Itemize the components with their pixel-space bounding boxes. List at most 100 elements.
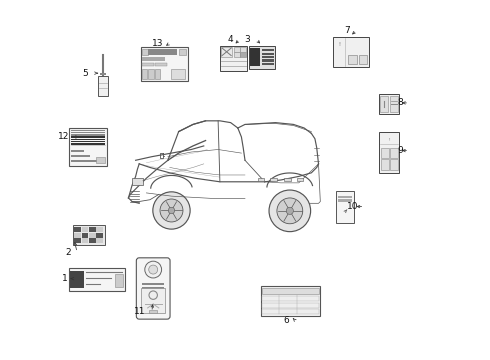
Bar: [73, 225, 105, 244]
Bar: [262, 309, 319, 314]
Bar: [285, 178, 291, 181]
Bar: [359, 55, 367, 64]
Bar: [71, 271, 84, 288]
Text: 6: 6: [283, 316, 289, 325]
Bar: [141, 47, 188, 81]
Bar: [262, 63, 274, 65]
Bar: [71, 155, 90, 157]
Bar: [96, 227, 103, 232]
Bar: [234, 52, 240, 57]
Bar: [74, 238, 81, 243]
Bar: [96, 238, 103, 243]
Text: 2: 2: [65, 248, 71, 257]
Circle shape: [168, 207, 175, 214]
Bar: [221, 47, 232, 57]
Bar: [98, 76, 108, 96]
Circle shape: [339, 206, 351, 218]
Bar: [381, 159, 389, 170]
Bar: [250, 48, 260, 67]
Bar: [142, 288, 165, 313]
Bar: [142, 69, 147, 79]
Bar: [71, 130, 105, 131]
Text: 11: 11: [134, 307, 146, 316]
Text: 7: 7: [344, 26, 350, 35]
Bar: [297, 178, 303, 181]
Text: !: !: [338, 42, 341, 47]
Bar: [391, 159, 398, 170]
Circle shape: [153, 192, 190, 229]
Bar: [96, 233, 103, 238]
Bar: [115, 274, 122, 287]
Bar: [248, 45, 275, 69]
Polygon shape: [335, 40, 344, 46]
Bar: [379, 132, 399, 173]
Bar: [148, 69, 153, 79]
Bar: [391, 148, 398, 158]
Bar: [261, 286, 320, 316]
Bar: [71, 136, 105, 138]
Text: 13: 13: [152, 39, 164, 48]
Bar: [142, 283, 164, 285]
Text: 12: 12: [58, 132, 70, 141]
Bar: [338, 199, 352, 202]
Circle shape: [145, 261, 162, 278]
Bar: [82, 233, 88, 238]
Bar: [155, 63, 167, 66]
Bar: [379, 94, 399, 114]
Circle shape: [277, 198, 303, 224]
Circle shape: [149, 265, 158, 274]
Bar: [258, 178, 264, 181]
Bar: [262, 302, 319, 308]
Bar: [179, 49, 186, 55]
Bar: [89, 227, 96, 232]
Bar: [142, 63, 153, 66]
Bar: [69, 128, 107, 166]
Bar: [262, 288, 319, 294]
Circle shape: [342, 209, 348, 215]
Bar: [262, 56, 274, 58]
Polygon shape: [382, 135, 397, 142]
Bar: [391, 96, 398, 112]
Circle shape: [262, 289, 267, 293]
Text: 4: 4: [227, 35, 233, 44]
Bar: [89, 238, 96, 243]
Bar: [142, 49, 147, 55]
Text: !: !: [389, 138, 390, 142]
Bar: [69, 268, 125, 291]
Bar: [89, 233, 96, 238]
Bar: [142, 287, 164, 289]
Bar: [172, 69, 185, 79]
Bar: [71, 134, 105, 135]
Bar: [71, 132, 105, 133]
Bar: [149, 310, 157, 313]
Bar: [338, 195, 352, 198]
Bar: [82, 227, 88, 232]
Text: 8: 8: [397, 98, 403, 107]
Bar: [142, 57, 165, 61]
Bar: [270, 178, 276, 181]
Bar: [74, 227, 81, 232]
Bar: [262, 49, 274, 51]
Bar: [262, 59, 274, 62]
Bar: [148, 49, 177, 55]
Bar: [337, 191, 354, 223]
Circle shape: [160, 199, 183, 222]
Bar: [71, 159, 97, 162]
Circle shape: [269, 190, 311, 231]
Text: 3: 3: [244, 35, 250, 44]
Bar: [96, 157, 105, 163]
Bar: [240, 52, 245, 57]
Bar: [71, 150, 84, 152]
Bar: [100, 73, 105, 75]
Bar: [71, 141, 105, 142]
Bar: [155, 69, 160, 79]
Bar: [333, 37, 368, 67]
Bar: [220, 45, 247, 71]
Text: 10: 10: [346, 202, 358, 211]
FancyBboxPatch shape: [136, 258, 170, 319]
Bar: [380, 96, 388, 112]
Bar: [262, 53, 274, 55]
Bar: [381, 148, 389, 158]
Bar: [132, 178, 143, 185]
Text: 9: 9: [397, 146, 403, 155]
